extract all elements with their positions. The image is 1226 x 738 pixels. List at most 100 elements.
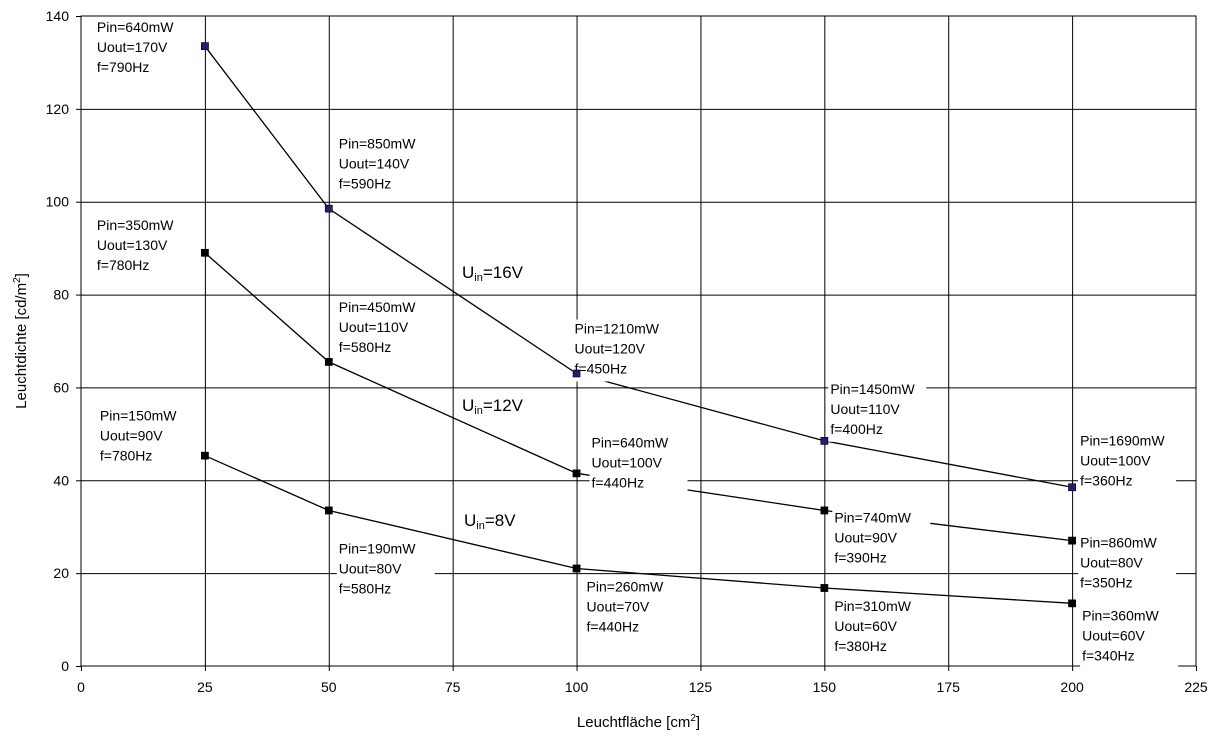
annotation-backdrop	[1078, 533, 1177, 596]
annotation-line: Pin=640mW	[97, 19, 174, 35]
data-point-marker-top	[820, 584, 829, 592]
y-tick-label: 20	[53, 565, 69, 581]
annotation-line: Uout=110V	[830, 401, 900, 417]
annotation-line: f=580Hz	[339, 339, 392, 355]
annotation-line: f=400Hz	[830, 421, 883, 437]
annotation-backdrop	[336, 539, 435, 602]
point-annotation: Pin=850mW Uout=140V f=590Hz	[336, 134, 435, 197]
annotation-line: f=780Hz	[97, 257, 150, 273]
y-tick-label: 60	[53, 379, 69, 395]
point-annotation: Pin=1210mW Uout=120V f=450Hz	[572, 319, 671, 382]
label-layer: Uin=16V Uin=12V Uin=8V	[201, 42, 1076, 608]
x-axis-title: Leuchtfläche [cm2]	[577, 713, 700, 731]
annotation-backdrop	[828, 379, 927, 442]
y-tick-label: 120	[46, 101, 70, 117]
annotation-layer: Pin=640mW Uout=170V f=790Hz Pin=850mW Uout=1…	[94, 18, 1179, 669]
data-point-marker-top	[572, 369, 581, 378]
annotation-backdrop	[589, 433, 688, 496]
annotation-line: Pin=850mW	[339, 136, 416, 152]
annotation-line: f=390Hz	[834, 549, 887, 565]
y-tick-label: 40	[53, 472, 69, 488]
y-tick-label: 0	[61, 658, 69, 674]
y-tick-label: 100	[46, 194, 70, 210]
series-label-text: Uin=8V	[464, 511, 516, 532]
data-point-marker-top	[324, 204, 333, 213]
series-overlay-2	[201, 451, 1076, 608]
annotation-line: Pin=860mW	[1080, 535, 1157, 551]
annotation-line: Uout=70V	[587, 599, 650, 615]
annotation-line: Uout=80V	[339, 560, 402, 576]
annotation-line: f=350Hz	[1080, 575, 1133, 591]
annotation-line: Uout=60V	[1082, 627, 1145, 643]
series-label: Uin=16V	[459, 260, 539, 284]
series-label-backdrop	[459, 393, 539, 417]
series-label-text: Uin=16V	[462, 263, 524, 284]
series-label-backdrop	[461, 508, 541, 532]
x-tick-label: 125	[689, 679, 713, 695]
point-annotation: Pin=640mW Uout=100V f=440Hz	[589, 433, 688, 496]
annotation-line: Uout=80V	[1080, 555, 1143, 571]
x-tick-label: 50	[321, 679, 337, 695]
x-tick-label: 100	[565, 679, 589, 695]
data-point-marker-top	[572, 469, 581, 478]
annotation-line: Pin=150mW	[100, 408, 177, 424]
point-annotation: Pin=640mW Uout=170V f=790Hz	[94, 18, 193, 81]
annotation-line: f=580Hz	[339, 580, 392, 596]
annotation-line: f=440Hz	[592, 474, 645, 490]
annotation-line: Pin=260mW	[587, 579, 664, 595]
annotation-line: f=380Hz	[834, 638, 887, 654]
annotation-backdrop	[1080, 606, 1179, 669]
data-point-marker-top	[1068, 483, 1076, 492]
annotation-line: f=780Hz	[100, 448, 153, 464]
series-label: Uin=8V	[461, 508, 541, 532]
annotation-line: Uout=170V	[97, 39, 168, 55]
annotation-line: Pin=350mW	[97, 217, 174, 233]
y-tick-label: 140	[46, 8, 70, 24]
annotation-line: Uout=100V	[592, 454, 663, 470]
point-annotation: Pin=150mW Uout=90V f=780Hz	[97, 406, 196, 469]
axis-layer: 0 25 50 75 100 125 150 175 200 225 0 20 40 60 80 100 120…	[12, 8, 1208, 731]
annotation-line: f=450Hz	[575, 361, 628, 377]
point-annotation: Pin=450mW Uout=110V f=580Hz	[336, 297, 435, 360]
annotation-backdrop	[336, 297, 435, 360]
annotation-line: f=440Hz	[587, 619, 640, 635]
annotation-line: f=790Hz	[97, 59, 150, 75]
data-point-marker-top	[201, 451, 209, 460]
annotation-line: Uout=90V	[100, 428, 163, 444]
annotation-line: f=590Hz	[339, 176, 392, 192]
annotation-backdrop	[94, 215, 193, 278]
annotation-line: Pin=450mW	[339, 299, 416, 315]
point-annotation: Pin=860mW Uout=80V f=350Hz	[1078, 533, 1177, 596]
series-overlay-0	[201, 42, 1076, 492]
annotation-line: Uout=90V	[834, 529, 897, 545]
annotation-line: Pin=1690mW	[1080, 432, 1165, 448]
annotation-backdrop	[832, 597, 931, 659]
annotation-backdrop	[94, 18, 193, 81]
annotation-line: Uout=140V	[339, 156, 410, 172]
annotation-backdrop	[1078, 431, 1177, 494]
data-point-marker-top	[324, 358, 333, 366]
annotation-backdrop	[832, 508, 931, 571]
point-annotation: Pin=360mW Uout=60V f=340Hz	[1080, 606, 1179, 669]
series-label: Uin=12V	[459, 393, 539, 417]
annotation-line: Pin=640mW	[592, 434, 669, 450]
annotation-line: Pin=740mW	[834, 509, 911, 525]
x-tick-label: 75	[445, 679, 461, 695]
annotation-line: f=340Hz	[1082, 647, 1135, 663]
point-annotation: Pin=310mW Uout=60V f=380Hz	[832, 597, 931, 659]
point-annotation: Pin=260mW Uout=70V f=440Hz	[584, 577, 683, 640]
annotation-line: Uout=100V	[1080, 452, 1151, 468]
point-annotation: Pin=1690mW Uout=100V f=360Hz	[1078, 431, 1177, 494]
annotation-line: Pin=190mW	[339, 540, 416, 556]
data-point-marker-top	[324, 506, 333, 515]
annotation-line: Uout=60V	[834, 618, 897, 634]
x-tick-label: 150	[813, 679, 837, 695]
point-annotation: Pin=190mW Uout=80V f=580Hz	[336, 539, 435, 602]
data-point-marker-top	[820, 506, 829, 515]
x-tick-label: 25	[197, 679, 213, 695]
data-point-marker-top	[820, 437, 829, 445]
annotation-backdrop	[97, 406, 196, 469]
annotation-line: Pin=360mW	[1082, 607, 1159, 623]
x-tick-label: 200	[1060, 679, 1084, 695]
